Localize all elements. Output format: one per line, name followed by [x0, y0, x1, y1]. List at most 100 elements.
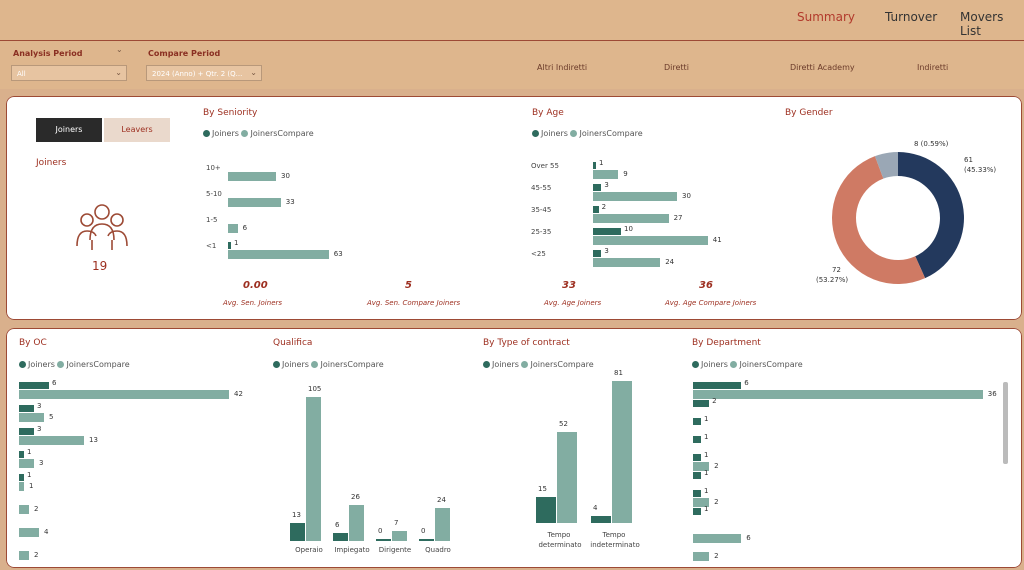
gender-title: By Gender [785, 108, 833, 118]
legend-compare-label: JoinersCompare [579, 129, 643, 138]
category-label: 45-55 [531, 184, 552, 192]
compare-bar [228, 172, 276, 181]
legend-joiners-dot [273, 361, 280, 368]
joiners-value: 1 [234, 239, 239, 247]
summary-bottom-panel: By OC Joiners JoinersCompare Qualifica J… [4, 326, 1024, 570]
category-label-line2: determinato [538, 541, 582, 549]
age-legend: Joiners JoinersCompare [532, 129, 643, 138]
qualifica-legend: Joiners JoinersCompare [273, 360, 384, 369]
gender-slice[interactable] [832, 156, 926, 284]
joiners-value: 1 [704, 451, 709, 459]
department-scrollbar[interactable] [1003, 382, 1008, 464]
joiners-value: 6 [335, 520, 340, 529]
compare-value: 41 [712, 236, 722, 244]
compare-bar [392, 531, 407, 541]
filter-bar: Analysis Period ⌄ All ⌄ Compare Period 2… [0, 41, 1024, 89]
compare-period-select[interactable]: 2024 (Anno) + Qtr. 2 (Q... ⌄ [146, 65, 262, 81]
joiners-bar [419, 539, 434, 541]
joiners-bar [228, 242, 231, 249]
compare-bar [228, 198, 281, 207]
compare-value: 24 [437, 496, 446, 505]
joiners-value: 1 [704, 469, 709, 477]
joiners-value: 0 [421, 527, 426, 535]
compare-bar [593, 170, 619, 179]
category-label: 25-35 [531, 228, 552, 236]
compare-value: 33 [285, 198, 295, 206]
compare-bar [228, 250, 329, 259]
joiners-bar [19, 428, 34, 435]
joiners-bar [19, 451, 24, 458]
column-altri-indiretti[interactable]: Altri Indiretti [537, 63, 588, 72]
compare-value: 5 [49, 413, 54, 421]
legend-joiners-dot [532, 130, 539, 137]
category-label: <25 [531, 250, 546, 258]
nav-turnover[interactable]: Turnover [885, 10, 938, 24]
compare-bar [19, 436, 84, 445]
joiners-value: 4 [593, 504, 598, 512]
joiners-value: 0 [378, 527, 383, 535]
chevron-down-icon[interactable]: ⌄ [116, 45, 123, 54]
compare-bar [593, 258, 661, 267]
legend-compare-label: JoinersCompare [320, 360, 384, 369]
nav-movers-list[interactable]: Movers List [960, 10, 1004, 38]
compare-value: 2 [34, 505, 39, 513]
gender-slice[interactable] [898, 152, 965, 279]
joiners-bar [593, 184, 602, 191]
gender-slice-label: (53.27%) [816, 276, 848, 284]
nav-summary[interactable]: Summary [797, 10, 855, 24]
joiners-bar [591, 516, 611, 523]
joiners-value: 10 [624, 225, 633, 233]
category-label: <1 [206, 242, 217, 250]
joiners-bar [376, 539, 391, 541]
joiners-bar [693, 418, 702, 425]
compare-value: 3 [39, 459, 44, 467]
legend-joiners-dot [692, 361, 699, 368]
compare-bar [19, 528, 39, 537]
joiners-value: 3 [37, 402, 42, 410]
category-label: 10+ [206, 164, 221, 172]
avg-sen-compare-label: Avg. Sen. Compare Joiners [367, 299, 461, 307]
joiners-count: 19 [92, 259, 108, 273]
compare-value: 4 [44, 528, 49, 536]
legend-joiners-label: Joiners [701, 360, 728, 369]
compare-value: 30 [281, 172, 290, 180]
joiners-value: 6 [744, 379, 749, 387]
avg-age-compare-label: Avg. Age Compare Joiners [665, 299, 757, 307]
joiners-bar [693, 454, 702, 461]
compare-bar [693, 390, 983, 399]
category-label-line2: indeterminato [590, 541, 640, 549]
joiners-bar [593, 250, 602, 257]
joiners-toggle[interactable]: Joiners [36, 118, 102, 142]
joiners-value: 2 [712, 397, 717, 405]
category-label: Dirigente [378, 546, 412, 554]
compare-value: 81 [614, 369, 623, 378]
compare-value: 9 [623, 170, 628, 178]
compare-bar [612, 381, 632, 523]
column-diretti-academy[interactable]: Diretti Academy [790, 63, 855, 72]
legend-compare-label: JoinersCompare [66, 360, 130, 369]
joiners-bar [19, 382, 49, 389]
compare-period-label: Compare Period [148, 49, 221, 58]
legend-compare-label: JoinersCompare [530, 360, 594, 369]
compare-bar [593, 192, 677, 201]
compare-bar [19, 413, 44, 422]
compare-bar [228, 224, 238, 233]
category-label: Quadro [425, 546, 451, 554]
column-diretti[interactable]: Diretti [664, 63, 689, 72]
leavers-toggle[interactable]: Leavers [104, 118, 170, 142]
legend-joiners-label: Joiners [212, 129, 239, 138]
joiners-bar [693, 400, 710, 407]
compare-bar [435, 508, 450, 541]
oc-legend: Joiners JoinersCompare [19, 360, 130, 369]
joiners-value: 1 [704, 433, 709, 441]
category-label: 5-10 [206, 190, 222, 198]
gender-slice[interactable] [874, 152, 898, 179]
compare-value: 6 [242, 224, 248, 232]
legend-joiners-dot [19, 361, 26, 368]
joiners-value: 3 [604, 247, 609, 255]
analysis-period-select[interactable]: All ⌄ [11, 65, 127, 81]
legend-joiners-label: Joiners [28, 360, 55, 369]
column-indiretti[interactable]: Indiretti [917, 63, 949, 72]
avg-sen-compare-value: 5 [405, 280, 412, 291]
compare-value: 13 [89, 436, 98, 444]
